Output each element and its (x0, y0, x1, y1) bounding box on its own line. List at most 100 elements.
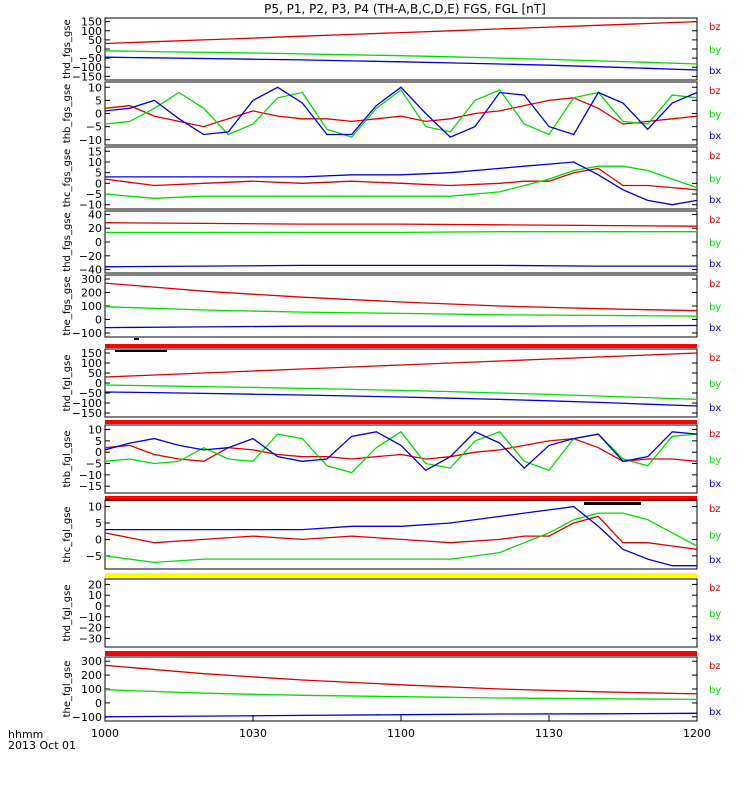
y-axis-label: thd_fgs_gse (62, 212, 73, 271)
panel-frame (104, 656, 698, 722)
legend-bx: bx (709, 259, 721, 270)
panel-frame (104, 81, 698, 146)
legend-bz: bz (709, 429, 721, 440)
y-tick-label: 0 (95, 177, 102, 190)
legend-by: by (709, 379, 721, 390)
x-tick-label: 1200 (683, 727, 711, 740)
y-tick-label: −50 (79, 52, 102, 65)
series-by-line (104, 689, 698, 701)
legend-by: by (709, 609, 721, 620)
panel-frame (104, 210, 698, 274)
series-by-line (104, 306, 698, 317)
y-tick-label: 5 (95, 435, 102, 448)
status-mark-2 (134, 338, 139, 340)
legend-bx: bx (709, 131, 721, 142)
y-tick-label: 0 (95, 533, 102, 546)
y-tick-label: 0 (95, 43, 102, 56)
y-tick-label: 0 (95, 236, 102, 249)
y-tick-label: 10 (88, 424, 102, 437)
status-bar-1 (105, 344, 697, 348)
y-tick-label: −20 (79, 622, 102, 635)
y-tick-label: −5 (86, 458, 102, 471)
y-tick-label: 10 (88, 81, 102, 94)
y-axis-label: thc_fgl_gse (62, 506, 73, 562)
y-tick-label: −10 (79, 611, 102, 624)
y-tick-label: −40 (79, 264, 102, 277)
series-bz-line (104, 515, 698, 550)
y-axis-label: thd_fgl_gse (62, 585, 73, 642)
series-bx-line (104, 324, 698, 329)
y-tick-label: 10 (88, 501, 102, 514)
legend-bx: bx (709, 633, 721, 644)
series-bx-line (104, 86, 698, 138)
series-bz-line (104, 437, 698, 462)
legend-bz: bz (709, 353, 721, 364)
series-bz-line (104, 282, 698, 312)
legend-by: by (709, 174, 721, 185)
y-tick-label: −10 (79, 134, 102, 147)
y-tick-label: −10 (79, 199, 102, 212)
y-axis-label: thb_fgl_gse (62, 431, 73, 488)
y-tick-label: 10 (88, 589, 102, 602)
y-tick-label: −100 (72, 61, 102, 74)
y-axis-label: thd_fgl_gse (62, 355, 73, 412)
y-tick-label: 100 (81, 25, 102, 38)
y-tick-label: 50 (88, 367, 102, 380)
chart-title: P5, P1, P2, P3, P4 (TH-A,B,C,D,E) FGS, F… (264, 2, 546, 16)
series-by-line (104, 50, 698, 65)
legend-by: by (709, 455, 721, 466)
series-by-line (104, 384, 698, 401)
series-bx-line (104, 264, 697, 268)
y-tick-label: 200 (81, 287, 102, 300)
y-tick-label: 0 (95, 313, 102, 326)
x-axis-label-date: 2013 Oct 01 (8, 739, 76, 752)
status-bar-4 (105, 573, 697, 578)
y-tick-label: −100 (72, 711, 102, 724)
y-tick-label: 200 (81, 669, 102, 682)
status-mark-3 (584, 502, 641, 505)
legend-bz: bz (709, 279, 721, 290)
y-tick-label: 100 (81, 683, 102, 696)
series-bz-line (104, 222, 698, 227)
status-mark-1 (115, 350, 167, 352)
series-bz-line (104, 352, 698, 378)
series-by-line (104, 165, 698, 199)
y-tick-label: 300 (81, 655, 102, 668)
y-tick-label: 100 (81, 300, 102, 313)
legend-bz: bz (709, 661, 721, 672)
x-tick-label: 1100 (387, 727, 415, 740)
y-tick-label: 0 (95, 377, 102, 390)
x-tick-label: 1030 (239, 727, 267, 740)
y-tick-label: −20 (79, 250, 102, 263)
legend-bz: bz (709, 151, 721, 162)
legend-bx: bx (709, 707, 721, 718)
y-tick-label: 5 (95, 517, 102, 530)
y-tick-label: 15 (88, 145, 102, 158)
y-tick-label: 0 (95, 108, 102, 121)
series-bz-line (104, 664, 698, 695)
series-bz-line (104, 167, 698, 191)
legend-bx: bx (709, 555, 721, 566)
panel-frame (104, 17, 698, 81)
legend-bz: bz (709, 583, 721, 594)
panel-frame (104, 578, 698, 648)
series-bx-line (104, 431, 698, 472)
y-axis-label: thc_fgs_gse (62, 149, 73, 208)
series-bx-line (105, 505, 697, 567)
y-tick-label: −15 (79, 480, 102, 493)
panel-frame (104, 424, 698, 494)
y-tick-label: −100 (72, 397, 102, 410)
series-bx-line (105, 161, 698, 206)
y-tick-label: 0 (95, 446, 102, 459)
y-axis-label: thd_fgs_gse (62, 19, 73, 78)
legend-bz: bz (709, 504, 721, 515)
y-tick-label: −10 (79, 469, 102, 482)
legend-bz: bz (709, 22, 721, 33)
